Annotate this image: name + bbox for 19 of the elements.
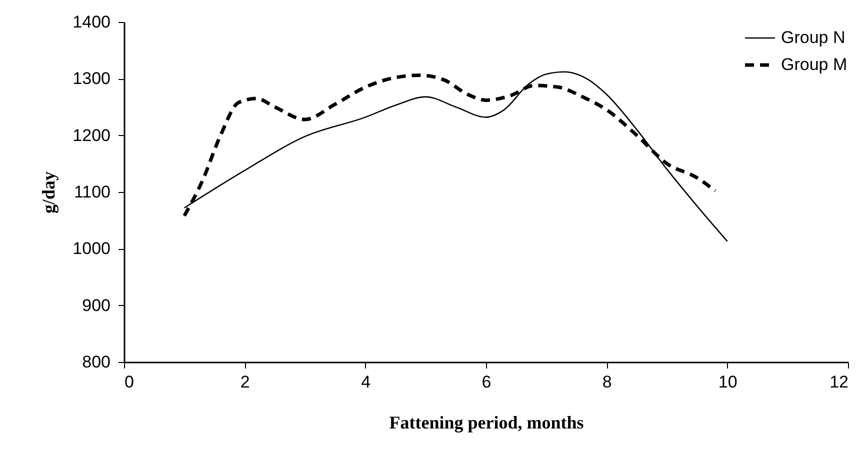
y-tick-label: 900 xyxy=(82,296,110,315)
x-tick-label: 6 xyxy=(482,372,492,392)
y-tick-label: 1000 xyxy=(72,239,110,258)
x-tick-label: 12 xyxy=(830,372,848,392)
y-tick-label: 1300 xyxy=(72,69,110,88)
x-tick-label: 0 xyxy=(124,372,134,392)
y-tick-label: 800 xyxy=(82,352,110,372)
x-tick-label: 8 xyxy=(602,372,612,392)
y-tick-label: 1400 xyxy=(72,12,110,32)
legend-label: Group M xyxy=(781,55,848,74)
line-series xyxy=(184,71,728,242)
y-axis-title: g/day xyxy=(38,171,59,214)
x-axis-title: Fattening period, months xyxy=(389,412,584,432)
x-tick-label: 2 xyxy=(240,372,250,392)
legend-label: Group N xyxy=(781,28,846,47)
y-tick-label: 1100 xyxy=(74,182,110,202)
x-tick-label: 10 xyxy=(718,372,738,392)
x-tick-label: 4 xyxy=(361,372,371,392)
y-tick-label: 1200 xyxy=(72,126,110,145)
